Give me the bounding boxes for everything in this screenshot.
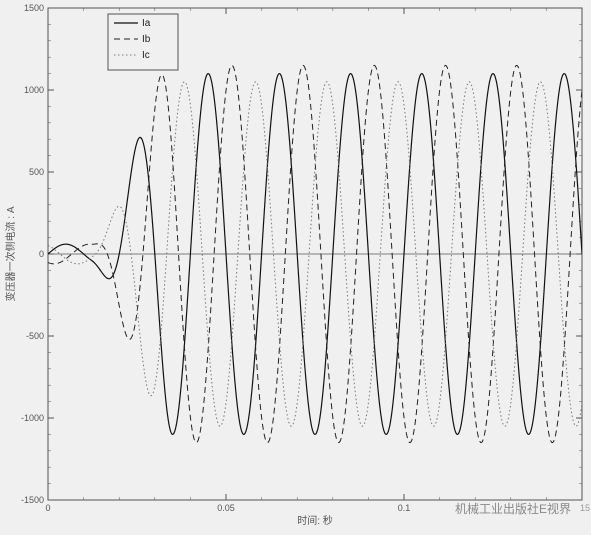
chart-container: -1500 -1000 -500 0 500 1000 1500 0 0.05 0.1 变压器一次侧… (0, 0, 591, 535)
legend-label: Ia (142, 18, 151, 29)
legend-label: Ic (142, 50, 150, 61)
ytick-label: -500 (26, 331, 44, 341)
xtick-label: 0.05 (217, 503, 235, 513)
ylabel: 变压器一次侧电流 : A (4, 206, 17, 301)
xtick-label: 0 (45, 503, 50, 513)
ytick-label: 1500 (24, 3, 44, 13)
ytick-label: 1000 (24, 85, 44, 95)
ytick-label: 0 (39, 249, 44, 259)
ytick-label: 500 (29, 167, 44, 177)
ytick-label: -1000 (21, 413, 44, 423)
xtick-label: 0.1 (398, 503, 411, 513)
ytick-label: -1500 (21, 495, 44, 505)
legend: Ia Ib Ic (108, 14, 178, 70)
legend-label: Ib (142, 34, 151, 45)
chart-svg: -1500 -1000 -500 0 500 1000 1500 0 0.05 0.1 变压器一次侧… (0, 0, 591, 535)
extra-text: 15 (580, 503, 590, 513)
xlabel: 时间: 秒 (297, 514, 333, 527)
